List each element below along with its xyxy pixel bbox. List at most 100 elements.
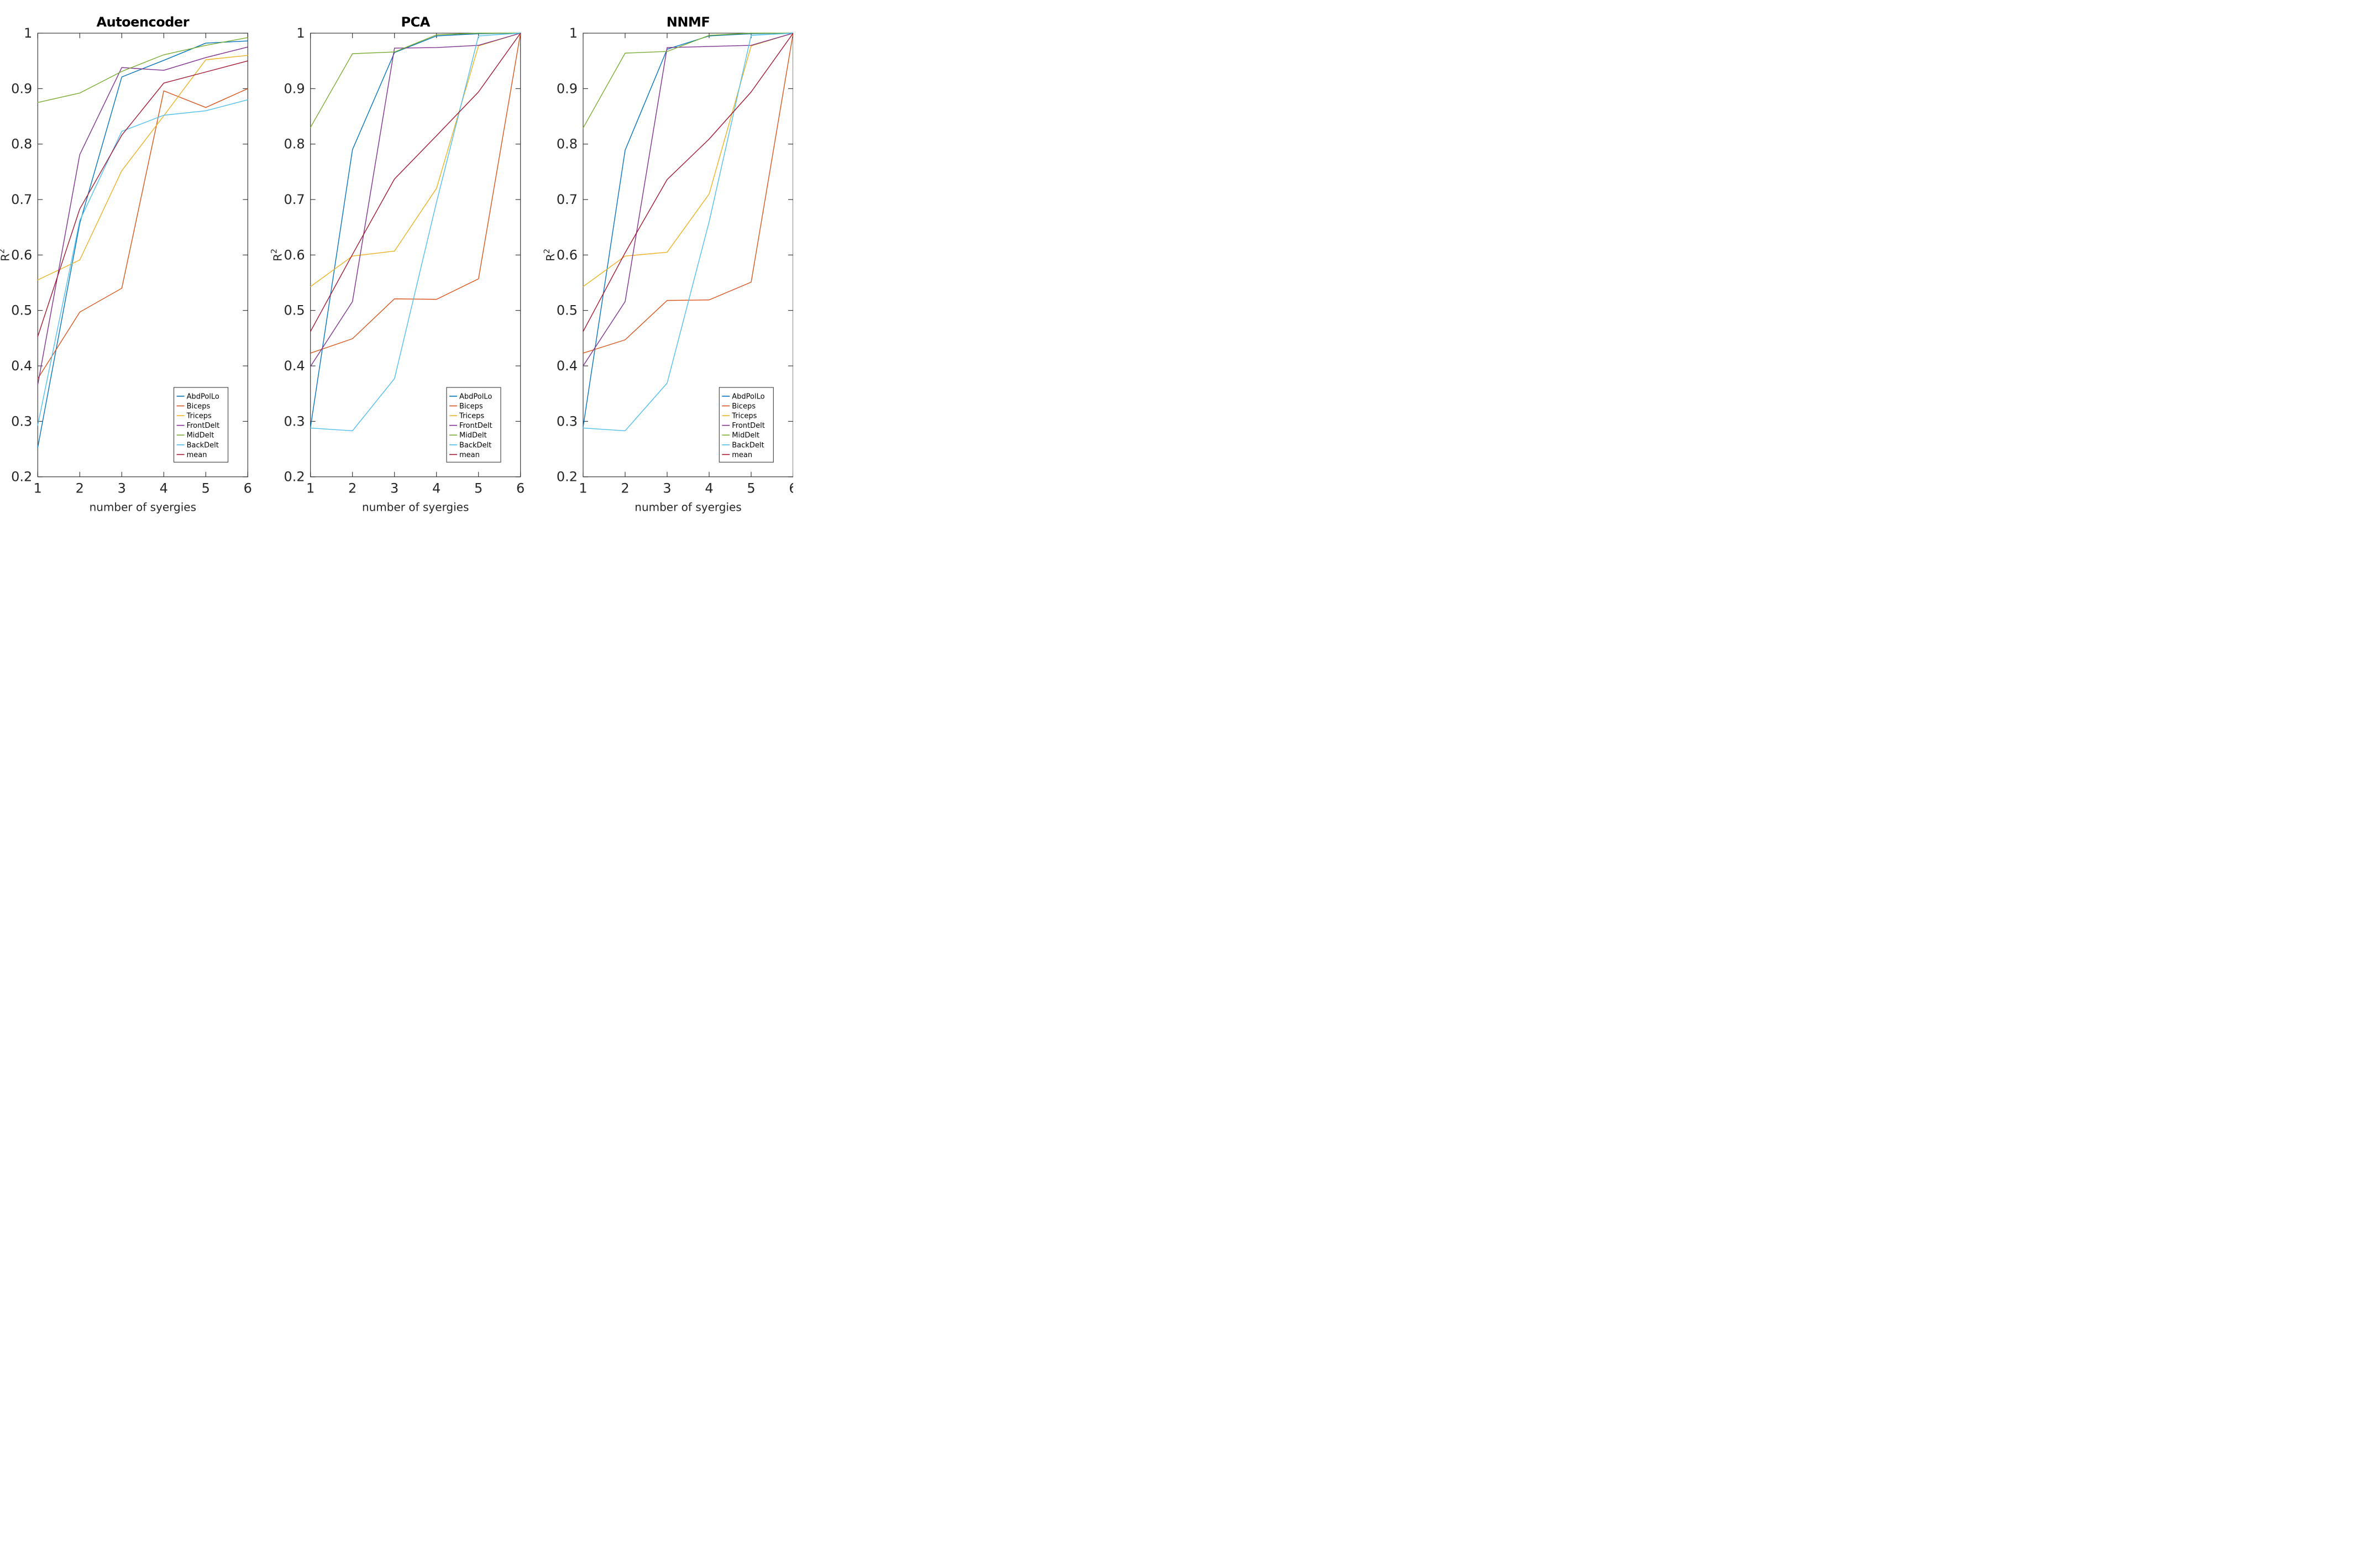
legend-label-mean: mean	[732, 451, 752, 459]
legend-label-BackDelt: BackDelt	[459, 441, 491, 449]
series-line-FrontDelt	[310, 33, 521, 367]
series-line-FrontDelt	[583, 33, 793, 366]
x-tick-label: 5	[474, 481, 483, 496]
series-line-mean	[583, 33, 793, 332]
x-tick-label: 3	[118, 481, 126, 496]
subplot-title: NNMF	[667, 14, 710, 30]
x-tick-label: 1	[34, 481, 42, 496]
y-tick-label: 1	[569, 25, 578, 41]
series-line-Biceps	[37, 88, 248, 379]
y-tick-label: 0.5	[284, 303, 305, 318]
legend-box	[719, 387, 774, 463]
x-tick-label: 5	[747, 481, 755, 496]
legend-box	[174, 387, 229, 463]
legend-label-mean: mean	[187, 451, 207, 459]
x-tick-label: 2	[348, 481, 357, 496]
legend-label-FrontDelt: FrontDelt	[732, 422, 765, 430]
series-line-Biceps	[583, 33, 793, 354]
legend-label-FrontDelt: FrontDelt	[187, 422, 220, 430]
chart-nnmf: 1 2 3 4 5 6 0.2 0.3 0.4 0.5 0.6 0.7 0.8 0.9 1 NNMF numbe…	[543, 14, 793, 514]
legend-label-Triceps: Triceps	[459, 412, 484, 421]
legend-label-MidDelt: MidDelt	[459, 432, 487, 440]
y-tick-label: 0.4	[557, 358, 578, 374]
legend-label-BackDelt: BackDelt	[187, 441, 219, 449]
y-tick-label: 1	[296, 25, 305, 41]
legend-label-FrontDelt: FrontDelt	[459, 422, 492, 430]
series-line-mean	[37, 60, 248, 337]
y-tick-label: 0.8	[284, 137, 305, 152]
x-tick-label: 4	[432, 481, 441, 496]
series-line-Biceps	[310, 33, 521, 354]
matlab-figure: 1 2 3 4 5 6 0.2 0.3 0.4 0.5 0.6 0.7 0.8 0.9 1 Autoencod…	[0, 0, 793, 523]
x-tick-label: 6	[516, 481, 525, 496]
y-axis-label: R2	[270, 249, 285, 261]
y-axis-label: R2	[543, 249, 557, 261]
y-tick-label: 0.3	[284, 413, 305, 429]
series-line-Triceps	[37, 55, 248, 281]
legend-label-Triceps: Triceps	[186, 412, 212, 421]
x-tick-label: 1	[579, 481, 587, 496]
series-line-BackDelt	[37, 99, 248, 426]
y-tick-label: 0.7	[11, 192, 32, 207]
y-tick-label: 1	[24, 25, 32, 41]
x-tick-label: 6	[789, 481, 793, 496]
y-tick-label: 0.4	[284, 358, 305, 374]
legend-label-Triceps: Triceps	[731, 412, 757, 421]
x-tick-label: 1	[306, 481, 314, 496]
x-tick-label: 3	[390, 481, 399, 496]
x-axis-label: number of syergies	[635, 501, 741, 514]
legend-label-AbdPolLo: AbdPolLo	[187, 392, 219, 401]
y-tick-label: 0.5	[11, 303, 32, 318]
legend-label-BackDelt: BackDelt	[732, 441, 764, 449]
series-line-BackDelt	[583, 33, 793, 432]
series-line-MidDelt	[310, 33, 521, 128]
series-line-AbdPolLo	[583, 33, 793, 428]
legend-label-mean: mean	[459, 451, 480, 459]
y-tick-label: 0.8	[11, 137, 32, 152]
legend-box	[446, 387, 501, 463]
y-tick-label: 0.3	[557, 413, 578, 429]
x-tick-label: 4	[705, 481, 713, 496]
series-line-Triceps	[583, 33, 793, 287]
y-tick-label: 0.7	[284, 192, 305, 207]
series-line-AbdPolLo	[310, 33, 521, 428]
chart-pca: 1 2 3 4 5 6 0.2 0.3 0.4 0.5 0.6 0.7 0.8 0.9 1 PCA number…	[270, 14, 525, 514]
y-tick-label: 0.9	[284, 81, 305, 96]
series-line-BackDelt	[310, 33, 521, 432]
x-tick-label: 2	[621, 481, 629, 496]
series-line-FrontDelt	[37, 46, 248, 385]
y-tick-label: 0.2	[284, 469, 305, 485]
legend-label-Biceps: Biceps	[732, 402, 756, 411]
series-line-Triceps	[310, 33, 521, 287]
y-tick-label: 0.4	[11, 358, 32, 374]
y-tick-label: 0.9	[11, 81, 32, 96]
charts-svg: 1 2 3 4 5 6 0.2 0.3 0.4 0.5 0.6 0.7 0.8 0.9 1 Autoencod…	[0, 14, 793, 514]
y-tick-label: 0.6	[11, 247, 32, 263]
y-tick-label: 0.9	[557, 81, 578, 96]
series-line-MidDelt	[583, 33, 793, 129]
x-axis-label: number of syergies	[362, 501, 469, 514]
y-tick-label: 0.2	[11, 469, 32, 485]
x-tick-label: 3	[663, 481, 671, 496]
y-tick-label: 0.6	[284, 247, 305, 263]
legend-label-AbdPolLo: AbdPolLo	[459, 392, 492, 401]
y-tick-label: 0.2	[557, 469, 578, 485]
x-tick-label: 5	[202, 481, 210, 496]
subplot-title: PCA	[401, 14, 431, 30]
y-tick-label: 0.8	[557, 137, 578, 152]
y-axis-label: R2	[0, 249, 12, 261]
legend-label-MidDelt: MidDelt	[732, 432, 759, 440]
series-line-MidDelt	[37, 37, 248, 103]
legend-label-Biceps: Biceps	[459, 402, 483, 411]
series-line-AbdPolLo	[37, 40, 248, 448]
chart-autoencoder: 1 2 3 4 5 6 0.2 0.3 0.4 0.5 0.6 0.7 0.8 0.9 1 Autoencod…	[0, 14, 252, 514]
legend-label-MidDelt: MidDelt	[187, 432, 214, 440]
y-tick-label: 0.5	[557, 303, 578, 318]
x-tick-label: 2	[76, 481, 84, 496]
y-tick-label: 0.6	[557, 247, 578, 263]
legend-label-AbdPolLo: AbdPolLo	[732, 392, 764, 401]
legend-label-Biceps: Biceps	[187, 402, 211, 411]
y-tick-label: 0.3	[11, 413, 32, 429]
